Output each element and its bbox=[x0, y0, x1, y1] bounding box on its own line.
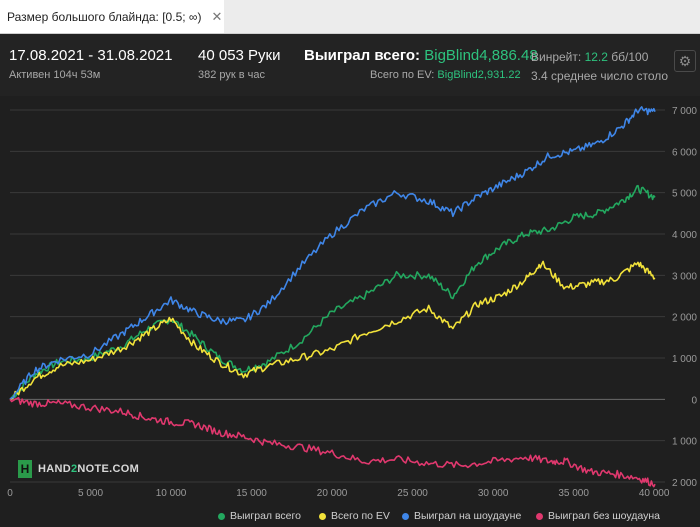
logo-mark: H bbox=[18, 460, 32, 478]
legend-label: Выиграл всего bbox=[230, 510, 301, 522]
series-line bbox=[9, 106, 656, 400]
y-tick-label: 1 000 bbox=[672, 437, 697, 448]
x-tick-label: 5 000 bbox=[78, 488, 103, 499]
x-tick-label: 30 000 bbox=[478, 488, 509, 499]
filter-bar: Размер большого блайнда: [0.5; ∞) ✕ bbox=[0, 0, 700, 34]
x-tick-label: 0 bbox=[7, 488, 13, 499]
legend-dot bbox=[536, 512, 543, 520]
x-tick-label: 15 000 bbox=[236, 488, 267, 499]
chart: 2 000 1 000 0 1 000 2 000 3 000 4 000 5 000 6 00… bbox=[7, 106, 697, 499]
x-tick-label: 25 000 bbox=[397, 488, 428, 499]
close-icon[interactable]: ✕ bbox=[211, 8, 223, 24]
x-tick-label: 35 000 bbox=[558, 488, 589, 499]
y-tick-label: 0 bbox=[691, 395, 697, 406]
legend-item[interactable]: Выиграл всего bbox=[218, 510, 301, 522]
legend-item[interactable]: Выиграл на шоудауне bbox=[402, 510, 521, 522]
winrate: Винрейт: 12.2 бб/100 bbox=[531, 50, 648, 64]
x-tick-label: 20 000 bbox=[317, 488, 348, 499]
winrate-unit: бб/100 bbox=[611, 50, 649, 64]
winrate-label: Винрейт: bbox=[531, 50, 582, 64]
ev-value: BigBlind2,931.22 bbox=[437, 69, 521, 81]
brand-logo: H HAND2NOTE.COM bbox=[18, 460, 139, 478]
y-tick-label: 7 000 bbox=[672, 106, 697, 117]
legend-item[interactable]: Всего по EV bbox=[319, 510, 390, 522]
won-total-label: Выиграл всего: bbox=[304, 47, 421, 64]
series-line bbox=[9, 396, 656, 488]
legend-dot bbox=[402, 512, 409, 520]
date-range: 17.08.2021 - 31.08.2021 bbox=[9, 47, 173, 64]
hands-per-hour: 382 рук в час bbox=[198, 69, 266, 81]
y-tick-label: 5 000 bbox=[672, 189, 697, 200]
series-line bbox=[9, 260, 656, 401]
winrate-value: 12.2 bbox=[584, 50, 608, 64]
logo-text: HAND2NOTE.COM bbox=[38, 463, 140, 475]
y-tick-label: 2 000 bbox=[672, 478, 697, 489]
legend-label: Выиграл на шоудауне bbox=[414, 510, 522, 522]
filter-chip[interactable]: Размер большого блайнда: [0.5; ∞) ✕ bbox=[0, 0, 224, 33]
legend-dot bbox=[218, 512, 225, 520]
chart-legend: Выиграл всего Всего по EV Выиграл на шоуда… bbox=[0, 510, 700, 527]
y-tick-label: 4 000 bbox=[672, 230, 697, 241]
hands-count: 40 053 Руки bbox=[198, 47, 281, 64]
gear-icon[interactable]: ⚙ bbox=[674, 50, 696, 72]
ev-label: Всего по EV: bbox=[370, 69, 435, 81]
avg-players: 3.4 среднее число столо bbox=[531, 69, 669, 83]
legend-label: Всего по EV bbox=[331, 510, 390, 522]
active-time: Активен 104ч 53м bbox=[9, 69, 101, 81]
legend-dot bbox=[319, 512, 326, 520]
ev-total: Всего по EV: BigBlind2,931.22 bbox=[370, 69, 521, 81]
legend-label: Выиграл без шоудауна bbox=[548, 510, 660, 522]
series-line bbox=[9, 184, 656, 400]
legend-item[interactable]: Выиграл без шоудауна bbox=[536, 510, 660, 522]
filter-label: Размер большого блайнда: [0.5; ∞) bbox=[7, 9, 202, 24]
y-tick-label: 1 000 bbox=[672, 354, 697, 365]
x-tick-label: 40 000 bbox=[639, 488, 670, 499]
y-tick-label: 3 000 bbox=[672, 271, 697, 282]
y-tick-label: 6 000 bbox=[672, 147, 697, 158]
won-total: Выиграл всего: BigBlind4,886.48 bbox=[304, 47, 538, 64]
x-tick-label: 10 000 bbox=[156, 488, 187, 499]
y-tick-label: 2 000 bbox=[672, 313, 697, 324]
won-total-value: BigBlind4,886.48 bbox=[424, 47, 538, 64]
stats-panel: 17.08.2021 - 31.08.2021 Активен 104ч 53м… bbox=[0, 34, 700, 96]
